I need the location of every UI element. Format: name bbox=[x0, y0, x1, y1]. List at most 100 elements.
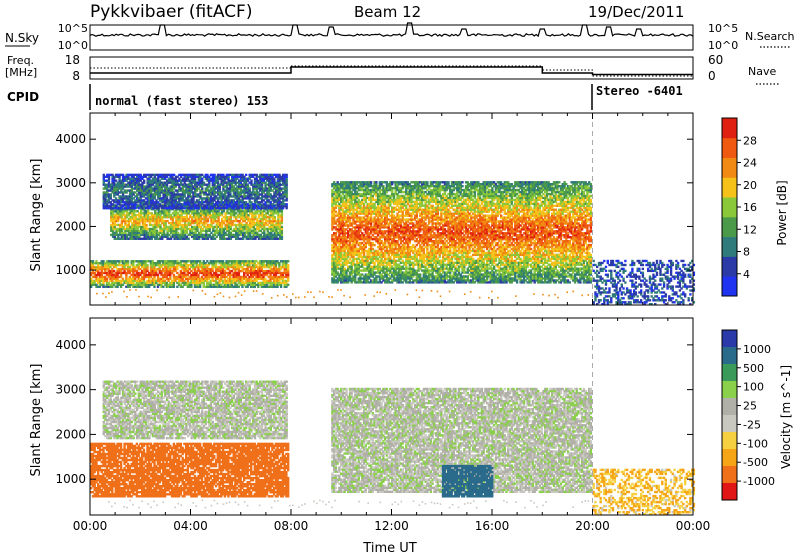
echo-cell bbox=[169, 191, 172, 194]
echo-cell bbox=[224, 227, 227, 231]
echo-cell bbox=[253, 201, 257, 204]
echo-cell bbox=[252, 212, 255, 215]
echo-cell bbox=[111, 285, 114, 288]
echo-cell bbox=[216, 177, 220, 180]
echo-cell bbox=[252, 227, 255, 231]
echo-cell bbox=[163, 262, 167, 265]
echo-cell bbox=[226, 223, 229, 227]
echo-cell bbox=[129, 231, 132, 235]
echo-cell bbox=[91, 260, 95, 263]
echo-cell bbox=[165, 195, 169, 198]
echo-cell bbox=[134, 173, 137, 177]
echo-cell bbox=[203, 219, 206, 223]
echo-cell bbox=[141, 185, 144, 188]
echo-cell bbox=[102, 279, 105, 283]
echo-cell bbox=[282, 199, 285, 202]
echo-cell bbox=[250, 271, 253, 275]
echo-cell bbox=[237, 273, 241, 277]
echo-cell bbox=[160, 269, 163, 273]
echo-cell bbox=[176, 197, 179, 200]
echo-cell bbox=[162, 279, 165, 283]
echo-cell bbox=[278, 175, 281, 178]
echo-cell bbox=[166, 212, 169, 215]
echo-cell bbox=[162, 221, 166, 225]
echo-cell bbox=[253, 271, 256, 275]
echo-cell bbox=[174, 185, 178, 188]
echo-cell bbox=[253, 267, 256, 271]
echo-cell bbox=[195, 201, 199, 204]
echo-cell bbox=[166, 210, 169, 213]
echo-cell bbox=[229, 203, 232, 206]
echo-cell bbox=[225, 185, 229, 188]
echo-cell bbox=[261, 223, 264, 227]
echo-cell bbox=[139, 277, 142, 281]
echo-cell bbox=[122, 225, 125, 229]
echo-cell bbox=[198, 231, 201, 235]
echo-cell bbox=[143, 217, 146, 221]
echo-cell bbox=[199, 231, 203, 235]
echo-cell bbox=[218, 189, 221, 192]
echo-cell bbox=[240, 227, 243, 231]
echo-cell bbox=[211, 265, 214, 269]
echo-cell bbox=[252, 187, 255, 190]
echo-cell bbox=[157, 189, 160, 192]
echo-cell bbox=[220, 273, 223, 277]
echo-cell bbox=[239, 193, 243, 196]
echo-cell bbox=[265, 269, 269, 273]
echo-cell bbox=[165, 264, 168, 267]
echo-cell bbox=[207, 275, 211, 279]
echo-cell bbox=[229, 201, 232, 204]
echo-cell bbox=[273, 237, 277, 240]
echo-cell bbox=[241, 197, 244, 200]
echo-cell bbox=[203, 210, 206, 213]
echo-cell bbox=[132, 203, 135, 206]
echo-cell bbox=[141, 225, 145, 229]
echo-cell bbox=[130, 199, 134, 202]
echo-cell bbox=[127, 217, 131, 221]
echo-cell bbox=[246, 185, 250, 188]
echo-cell bbox=[207, 281, 211, 285]
echo-cell bbox=[133, 219, 136, 223]
echo-cell bbox=[216, 181, 220, 184]
echo-cell bbox=[174, 275, 177, 279]
echo-cell bbox=[261, 237, 264, 240]
echo-cell bbox=[252, 189, 255, 192]
echo-cell bbox=[199, 260, 202, 263]
echo-cell bbox=[278, 264, 281, 267]
echo-cell bbox=[169, 225, 173, 229]
echo-cell bbox=[179, 207, 183, 210]
freq-strip-frame bbox=[89, 56, 694, 80]
echo-cell bbox=[185, 269, 188, 273]
echo-cell bbox=[104, 285, 107, 288]
echo-cell bbox=[125, 212, 129, 215]
echo-cell bbox=[178, 203, 181, 206]
echo-cell bbox=[259, 175, 262, 178]
echo-cell bbox=[270, 233, 273, 237]
echo-cell bbox=[202, 283, 205, 286]
echo-cell bbox=[266, 208, 269, 211]
echo-cell bbox=[128, 275, 132, 279]
echo-cell bbox=[120, 221, 124, 225]
echo-cell bbox=[232, 260, 235, 263]
echo-cell bbox=[102, 173, 105, 177]
echo-cell bbox=[194, 229, 197, 233]
echo-cell bbox=[116, 279, 119, 283]
echo-cell bbox=[274, 195, 278, 198]
echo-cell bbox=[190, 264, 193, 267]
echo-cell bbox=[119, 269, 123, 273]
echo-cell bbox=[229, 214, 233, 217]
echo-cell bbox=[211, 262, 214, 265]
echo-cell bbox=[134, 191, 137, 194]
echo-cell bbox=[192, 281, 195, 285]
echo-cell bbox=[115, 217, 118, 221]
echo-cell bbox=[179, 205, 183, 208]
echo-cell bbox=[215, 179, 218, 182]
echo-cell bbox=[193, 269, 197, 273]
echo-cell bbox=[187, 201, 190, 204]
echo-cell bbox=[121, 205, 125, 208]
echo-cell bbox=[123, 269, 126, 273]
echo-cell bbox=[266, 199, 269, 202]
echo-cell bbox=[233, 233, 236, 237]
echo-cell bbox=[204, 191, 207, 194]
echo-cell bbox=[150, 199, 153, 202]
